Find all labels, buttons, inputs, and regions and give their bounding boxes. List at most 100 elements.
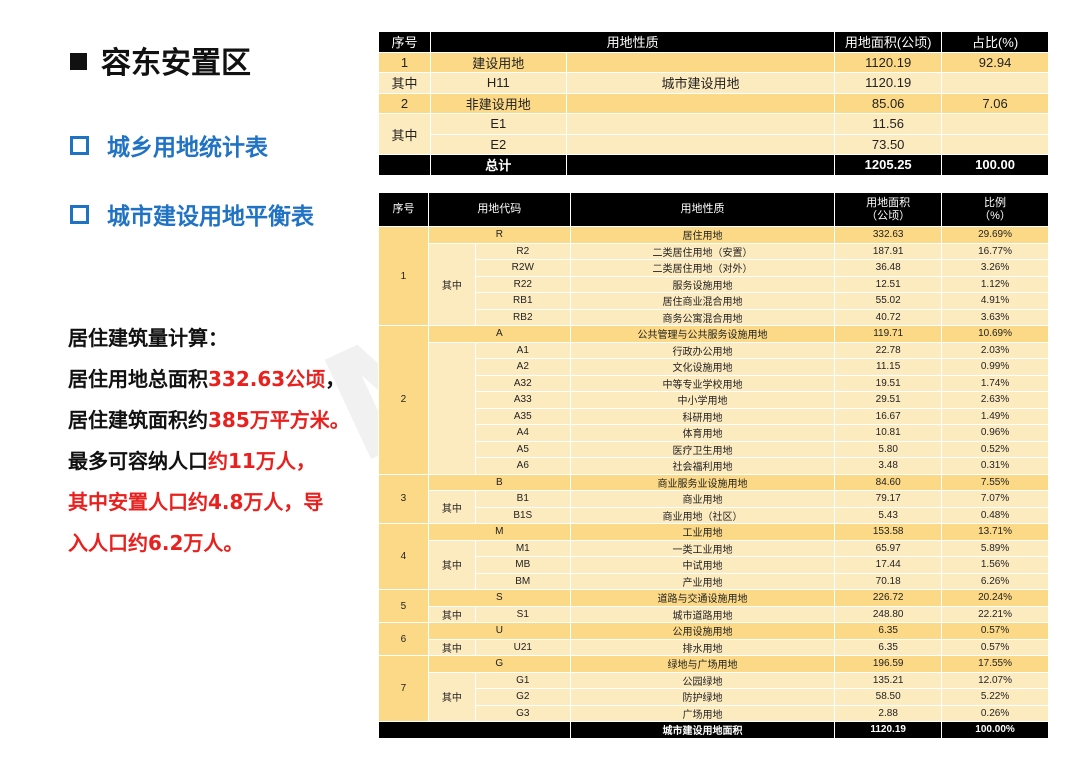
table-row: G3 广场用地 2.88 0.26%: [379, 704, 1049, 722]
table-cell: 22.21%: [941, 605, 1049, 623]
text: 居住建筑面积约: [68, 408, 208, 432]
table-cell: MB: [474, 556, 571, 574]
table-cell: E1: [429, 113, 567, 135]
table-cell: 2.63%: [941, 391, 1049, 409]
table-cell: 商务公寓混合用地: [569, 308, 836, 326]
table-row: 其中 G1 公园绿地 135.21 12.07%: [379, 671, 1049, 722]
bullet-item: 城乡用地统计表: [70, 128, 268, 162]
table-cell: 二类居住用地（对外）: [569, 259, 836, 277]
hollow-square-icon: [70, 205, 89, 224]
table-cell: 5.80: [834, 440, 943, 458]
table-cell: [378, 154, 431, 176]
table-cell: 0.57%: [941, 638, 1049, 656]
table-cell: 70.18: [834, 572, 943, 590]
table-cell: [941, 113, 1049, 135]
table-cell: 58.50: [834, 688, 943, 706]
table-cell: M1: [474, 539, 571, 557]
table-row: A6 社会福利用地 3.48 0.31%: [379, 457, 1049, 475]
table-cell: 非建设用地: [429, 92, 567, 114]
table-cell: 服务设施用地: [569, 275, 836, 293]
table-row: BM 产业用地 70.18 6.26%: [379, 572, 1049, 590]
table-cell: A: [427, 325, 571, 343]
highlight: 入人口约6.2万人。: [68, 531, 244, 555]
table-cell: R2W: [474, 259, 571, 277]
header-cell: 序号: [378, 31, 431, 53]
table-cell: 2.03%: [941, 341, 1049, 359]
table-cell: 居住商业混合用地: [569, 292, 836, 310]
table-cell: 城市建设用地面积: [569, 721, 836, 739]
table-row: A4 体育用地 10.81 0.96%: [379, 424, 1049, 442]
table-row: 4 M 工业用地 153.58 13.71%: [378, 523, 1049, 590]
table-cell: R: [427, 226, 571, 244]
residential-calc: 居住建筑量计算： 居住用地总面积332.63公顷， 居住建筑面积约385万平方米…: [68, 318, 350, 564]
table-cell: S: [427, 589, 571, 607]
table-row: 其中 E1 11.56: [378, 113, 1049, 155]
urban-rural-land-table: 序号 用地性质 用地面积(公顷) 占比(%) 1 建设用地 1120.19 92.94 其中 H…: [378, 31, 1049, 176]
table-row: MB 中试用地 17.44 1.56%: [379, 556, 1049, 574]
table-cell: 1120.19: [834, 51, 943, 73]
table-cell: 7: [378, 655, 429, 722]
table-cell: 其中: [427, 671, 476, 722]
table-cell: A2: [474, 358, 571, 376]
table-cell: 5: [378, 589, 429, 623]
table-cell: R2: [474, 242, 571, 260]
table-cell: 3: [378, 473, 429, 524]
table-cell: 16.67: [834, 407, 943, 425]
table-cell: [565, 113, 836, 135]
table-row: 其中 R2 二类居住用地（安置） 187.91 16.77%: [379, 242, 1049, 326]
table-cell: BM: [474, 572, 571, 590]
table-row: A35 科研用地 16.67 1.49%: [379, 407, 1049, 425]
table-cell: A1: [474, 341, 571, 359]
table-cell: 1.74%: [941, 374, 1049, 392]
table-cell: 36.48: [834, 259, 943, 277]
table-cell: 商业用地（社区）: [569, 506, 836, 524]
table-row: 其中 M1 一类工业用地 65.97 5.89%: [379, 539, 1049, 590]
table-cell: 排水用地: [569, 638, 836, 656]
table-cell: 3.63%: [941, 308, 1049, 326]
table-cell: 19.51: [834, 374, 943, 392]
table-cell: 中试用地: [569, 556, 836, 574]
table-cell: [565, 154, 836, 176]
table-cell: 17.55%: [941, 655, 1049, 673]
table-cell: 公共管理与公共服务设施用地: [569, 325, 836, 343]
table-cell: 公园绿地: [569, 671, 836, 689]
table-row: E2 73.50: [379, 133, 1049, 155]
table-cell: G1: [474, 671, 571, 689]
table-cell: 13.71%: [941, 523, 1049, 541]
table-cell: B1S: [474, 506, 571, 524]
table-cell: 5.22%: [941, 688, 1049, 706]
table-cell: 4: [378, 523, 429, 590]
table-cell: [565, 92, 836, 114]
table-row: 2 A 公共管理与公共服务设施用地 119.71 10.69%: [378, 325, 1049, 475]
table-cell: G2: [474, 688, 571, 706]
table-cell: 17.44: [834, 556, 943, 574]
header-cell: 占比(%): [941, 31, 1049, 53]
table-cell: S1: [474, 605, 571, 623]
table-cell: 4.91%: [941, 292, 1049, 310]
table-cell: [427, 341, 476, 475]
header-cell: 用地性质: [569, 192, 836, 227]
table-cell: B: [427, 473, 571, 491]
table-cell: RB1: [474, 292, 571, 310]
header-cell: 用地面积(公顷): [834, 31, 943, 53]
table-cell: 其中: [427, 539, 476, 590]
table-cell: 城市建设用地: [565, 72, 836, 94]
table-cell: B1: [474, 490, 571, 508]
table-cell: A5: [474, 440, 571, 458]
table-cell: H11: [429, 72, 567, 94]
table-row: B1S 商业用地（社区） 5.43 0.48%: [379, 506, 1049, 524]
table-cell: G3: [474, 704, 571, 722]
table-cell: 行政办公用地: [569, 341, 836, 359]
table-cell: M: [427, 523, 571, 541]
header-cell: 比例 （%）: [941, 192, 1049, 227]
table-cell: [941, 133, 1049, 155]
table-cell: 7.07%: [941, 490, 1049, 508]
bullet-item: 城市建设用地平衡表: [70, 197, 314, 231]
header-cell: 序号: [378, 192, 429, 227]
table-cell: 产业用地: [569, 572, 836, 590]
table-row: RB1 居住商业混合用地 55.02 4.91%: [379, 292, 1049, 310]
table-cell: 0.57%: [941, 622, 1049, 640]
table-cell: 0.26%: [941, 704, 1049, 722]
table-cell: 0.96%: [941, 424, 1049, 442]
text: ，: [325, 367, 346, 391]
